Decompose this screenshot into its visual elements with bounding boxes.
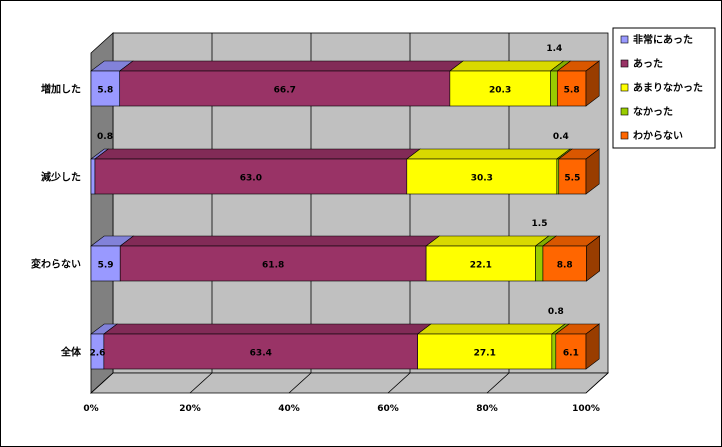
bar-top-0-2 xyxy=(448,60,565,72)
floor-gridline xyxy=(288,372,312,394)
bar-end-0 xyxy=(585,60,600,107)
x-tick-label: 60% xyxy=(377,404,399,414)
category-label: 増加した xyxy=(41,83,81,96)
data-label: 63.0 xyxy=(240,174,262,184)
bar-segment-0-0 xyxy=(90,70,121,107)
category-label: 減少した xyxy=(41,171,81,184)
bar-end-2 xyxy=(586,235,600,282)
data-label: 1.4 xyxy=(546,44,562,54)
bar-segment-1-1 xyxy=(94,158,408,195)
data-label: 6.1 xyxy=(563,349,579,359)
data-label: 20.3 xyxy=(489,86,511,96)
data-label: 5.8 xyxy=(564,86,580,96)
bar-top-2-2 xyxy=(425,235,550,247)
data-label: 1.5 xyxy=(532,219,548,229)
data-label: 0.8 xyxy=(97,132,113,142)
floor-gridline xyxy=(585,372,609,394)
floor-gridline xyxy=(387,372,411,394)
bar-segment-3-4 xyxy=(555,333,587,370)
bar-top-1-1 xyxy=(94,148,421,160)
legend-swatch xyxy=(620,83,629,92)
bar-segment-1-0 xyxy=(90,158,96,195)
legend-swatch xyxy=(620,107,629,116)
bar-top-3-2 xyxy=(416,323,566,335)
bar-segment-3-3 xyxy=(551,333,557,370)
bar-top-3-1 xyxy=(102,323,432,335)
legend-label: 非常にあった xyxy=(633,33,693,46)
legend-box xyxy=(612,27,716,149)
legend-swatch xyxy=(620,59,629,68)
floor-gridline xyxy=(189,372,213,394)
bar-segment-2-4 xyxy=(542,245,587,282)
bar-top-1-2 xyxy=(405,148,571,160)
data-label: 22.1 xyxy=(470,261,492,271)
bar-segment-3-1 xyxy=(103,333,418,370)
data-label: 2.6 xyxy=(89,349,105,359)
bar-end-1 xyxy=(585,148,600,195)
data-label: 0.8 xyxy=(548,307,564,317)
legend-swatch xyxy=(620,131,629,140)
legend-label: わからない xyxy=(633,130,683,142)
data-label: 5.9 xyxy=(98,261,114,271)
legend-swatch xyxy=(620,35,629,44)
bar-segment-2-3 xyxy=(535,245,544,282)
bar-top-0-1 xyxy=(118,60,464,72)
bar-segment-1-2 xyxy=(406,158,558,195)
data-label: 61.8 xyxy=(262,261,284,271)
category-label: 変わらない xyxy=(31,258,81,271)
x-tick-label: 80% xyxy=(476,404,498,414)
legend-label: あまりなかった xyxy=(633,81,703,94)
bar-segment-0-1 xyxy=(119,70,451,107)
floor-gridline xyxy=(486,372,510,394)
legend-label: あった xyxy=(633,57,663,70)
data-label: 5.5 xyxy=(564,174,580,184)
bar-segment-2-2 xyxy=(425,245,536,282)
data-label: 27.1 xyxy=(474,349,496,359)
x-tick-label: 0% xyxy=(83,404,98,414)
x-tick-label: 20% xyxy=(179,404,201,414)
x-tick-label: 40% xyxy=(278,404,300,414)
bar-end-3 xyxy=(585,323,600,370)
data-label: 63.4 xyxy=(250,349,272,359)
data-label: 8.8 xyxy=(557,261,573,271)
data-label: 5.8 xyxy=(97,86,113,96)
x-tick-label: 100% xyxy=(572,404,600,414)
category-label: 全体 xyxy=(60,346,82,359)
bar-top-2-1 xyxy=(119,235,441,247)
floor-gridline xyxy=(90,372,114,394)
bar-segment-2-0 xyxy=(90,245,121,282)
bar-segment-0-3 xyxy=(550,70,558,107)
bar-segment-3-2 xyxy=(417,333,553,370)
data-label: 30.3 xyxy=(471,174,493,184)
floor xyxy=(89,372,610,394)
data-label: 66.7 xyxy=(274,86,296,96)
data-label: 0.4 xyxy=(553,132,569,142)
legend-label: なかった xyxy=(633,106,673,118)
